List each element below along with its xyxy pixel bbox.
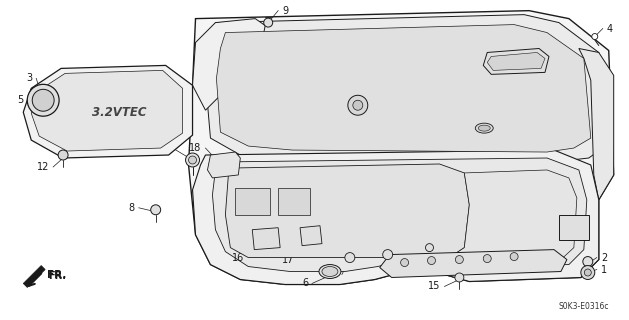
Text: 7: 7	[364, 235, 370, 245]
Text: 19: 19	[487, 57, 499, 68]
Polygon shape	[192, 19, 265, 110]
Circle shape	[455, 256, 464, 264]
Polygon shape	[579, 49, 614, 200]
Circle shape	[583, 257, 593, 267]
Polygon shape	[208, 152, 240, 178]
Circle shape	[401, 259, 409, 267]
Text: 16: 16	[232, 252, 244, 263]
Circle shape	[151, 205, 160, 215]
Circle shape	[27, 84, 59, 116]
Ellipse shape	[478, 125, 490, 131]
Polygon shape	[192, 150, 599, 284]
Circle shape	[32, 89, 54, 111]
Polygon shape	[483, 49, 549, 74]
Text: 3.2VTEC: 3.2VTEC	[92, 106, 146, 119]
Circle shape	[353, 100, 363, 110]
Text: 13: 13	[326, 269, 338, 279]
Text: S0K3-E0316c: S0K3-E0316c	[558, 302, 609, 311]
Text: FR.: FR.	[48, 271, 66, 282]
Polygon shape	[31, 70, 182, 151]
Circle shape	[483, 255, 491, 262]
Polygon shape	[23, 266, 45, 287]
Polygon shape	[213, 158, 587, 271]
Polygon shape	[216, 25, 591, 152]
Polygon shape	[278, 188, 310, 215]
Text: FR.: FR.	[47, 270, 67, 281]
Polygon shape	[225, 164, 469, 258]
Circle shape	[382, 250, 392, 260]
Circle shape	[581, 266, 595, 279]
Circle shape	[189, 156, 196, 164]
Text: 14: 14	[401, 230, 414, 240]
Polygon shape	[559, 215, 589, 240]
Text: 20: 20	[538, 205, 551, 215]
Polygon shape	[380, 250, 567, 277]
Polygon shape	[487, 52, 545, 70]
Text: 17: 17	[282, 255, 294, 265]
Circle shape	[584, 269, 591, 276]
Circle shape	[348, 95, 368, 115]
Text: 4: 4	[607, 24, 613, 34]
Circle shape	[264, 18, 273, 27]
Circle shape	[428, 257, 435, 265]
Text: 1: 1	[601, 265, 607, 275]
Polygon shape	[23, 65, 192, 158]
Circle shape	[455, 273, 464, 282]
Polygon shape	[449, 170, 577, 260]
Text: 18: 18	[189, 143, 201, 153]
Polygon shape	[189, 11, 614, 284]
Text: 6: 6	[302, 278, 308, 288]
Text: 9: 9	[282, 6, 288, 16]
Text: 12: 12	[36, 162, 49, 172]
Ellipse shape	[322, 267, 338, 276]
Text: 2: 2	[601, 252, 607, 263]
Polygon shape	[235, 188, 270, 215]
Circle shape	[186, 153, 199, 167]
Polygon shape	[252, 228, 280, 250]
Text: 8: 8	[129, 203, 135, 213]
Text: 5: 5	[17, 95, 23, 105]
Text: 10: 10	[352, 244, 364, 255]
Circle shape	[58, 150, 68, 160]
Circle shape	[345, 252, 355, 262]
Text: 3: 3	[26, 73, 32, 83]
Polygon shape	[206, 15, 607, 162]
Ellipse shape	[319, 265, 341, 278]
Polygon shape	[300, 226, 322, 246]
Text: 11: 11	[157, 143, 169, 153]
Circle shape	[425, 244, 433, 252]
Circle shape	[592, 34, 598, 40]
Text: 15: 15	[428, 282, 440, 292]
Circle shape	[510, 252, 518, 260]
Ellipse shape	[476, 123, 493, 133]
